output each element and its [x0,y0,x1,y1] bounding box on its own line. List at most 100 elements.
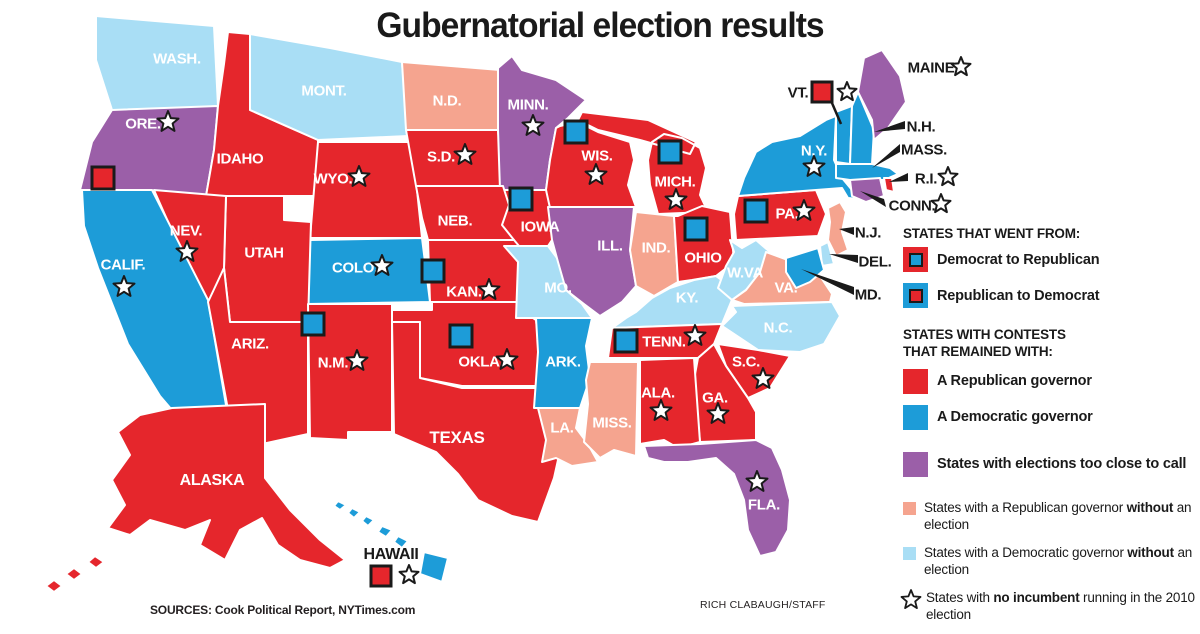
miss-label: MISS. [592,414,631,431]
ala-star-icon [649,399,673,421]
tenn-label: TENN. [642,333,686,350]
state-wyoming [309,141,423,239]
nh-pointer [874,121,905,132]
mich-label: MICH. [655,173,696,190]
legend-section1-header: STATES THAT WENT FROM: [903,226,1081,241]
vt-callout-label: VT. [788,84,809,101]
tenn-switch-icon [613,328,639,354]
legend-item-too-close: States with elections too close to call [903,451,1197,477]
wyo-label: WYO. [314,170,353,187]
nm-label: N.M. [318,354,349,371]
state-new-mexico [307,303,393,441]
neb-label: NEB. [438,212,473,229]
pa-star-icon [792,199,816,221]
alaska-label: ALASKA [180,472,246,489]
state-rhode-island [883,177,895,193]
state-new-hampshire [849,91,875,165]
va-label: VA. [775,279,798,296]
hawaii-callout-label: HAWAII [363,546,418,563]
maine-star-icon [950,56,972,77]
utah-label: UTAH [244,244,283,261]
ny-label: N.Y. [801,142,827,159]
nm-star-icon [345,349,369,371]
ohio-switch-icon [683,216,709,242]
state-florida [643,439,791,557]
rep-no-election-swatch-icon [903,501,916,515]
ill-label: ILL. [597,237,623,254]
state-new-jersey [827,201,849,257]
sd-label: S.D. [427,148,455,165]
ore-label: ORE. [125,115,161,132]
minn-label: MINN. [508,96,549,113]
pa-label: PA. [776,205,799,222]
kan-switch-icon [420,258,446,284]
legend-label: States with a Republican governor withou… [924,499,1192,533]
ind-label: IND. [642,239,671,256]
sc-star-icon [751,367,775,389]
wyo-star-icon [347,165,371,187]
md-callout-label: MD. [855,286,882,303]
nm-switch-icon [300,311,326,337]
ore-star-icon [156,110,180,132]
legend-label: States with elections too close to call [937,456,1187,473]
conn-pointer [860,191,886,207]
wis-switch-icon [563,119,589,145]
colo-star-icon [370,254,394,276]
legend: STATES THAT WENT FROM: Democrat to Repub… [900,226,1197,634]
iowa-label: IOWA [521,218,560,235]
state-missouri [503,245,593,319]
state-hawaii [333,500,449,583]
credit-text: RICH CLABAUGH/STAFF [700,599,826,611]
state-nebraska [415,185,515,241]
ri-pointer [889,173,908,182]
la-label: LA. [550,419,573,436]
md-pointer [801,269,854,295]
republican-swatch-icon [903,368,928,394]
okla-label: OKLA. [458,353,503,370]
mass-pointer [872,144,900,168]
vt-pointer [830,102,843,125]
del-callout-label: DEL. [859,253,892,270]
legend-label: Democrat to Republican [937,251,1100,268]
dem-no-election-swatch-icon [903,546,916,560]
ala-label: ALA. [641,384,675,401]
ny-star-icon [802,155,826,177]
nev-label: NEV. [170,222,203,239]
kan-label: KAN. [446,283,482,300]
state-maryland [785,247,825,289]
kan-star-icon [477,278,501,300]
dem-to-rep-swatch-icon [903,247,928,272]
nev-star-icon [175,240,199,262]
fla-label: FLA. [748,496,780,513]
calif-label: CALIF. [101,256,146,273]
star-icon [900,588,922,609]
legend-item-dem-no-election: States with a Democratic governor withou… [903,544,1197,579]
legend-label: A Republican governor [937,373,1092,390]
wash-label: WASH. [153,50,201,67]
legend-item-no-incumbent: States with no incumbent running in the … [900,588,1197,624]
hawaii-star-icon [398,564,420,585]
tenn-star-icon [683,324,707,346]
legend-item-rep-governor: A Republican governor [903,368,1197,394]
calif-star-icon [112,275,136,297]
state-alaska [45,403,346,593]
page-title: Gubernatorial election results [376,6,824,45]
nh-callout-label: N.H. [907,118,936,135]
nc-label: N.C. [764,319,793,336]
mont-label: MONT. [301,82,346,99]
state-maine [857,49,907,141]
state-north-carolina [721,301,841,353]
legend-label: A Democratic governor [937,409,1093,426]
mich-switch-icon [657,139,683,165]
rep-to-dem-swatch-icon [903,283,928,308]
idaho-label: IDAHO [217,150,264,167]
legend-label: States with a Democratic governor withou… [924,544,1193,578]
conn-callout-label: CONN. [889,197,936,214]
too-close-swatch-icon [903,451,928,477]
okla-switch-icon [448,323,474,349]
minn-star-icon [521,114,545,136]
state-louisiana [537,407,599,467]
ga-star-icon [706,402,730,424]
legend-item-rep-to-dem: Republican to Democrat [903,283,1197,308]
